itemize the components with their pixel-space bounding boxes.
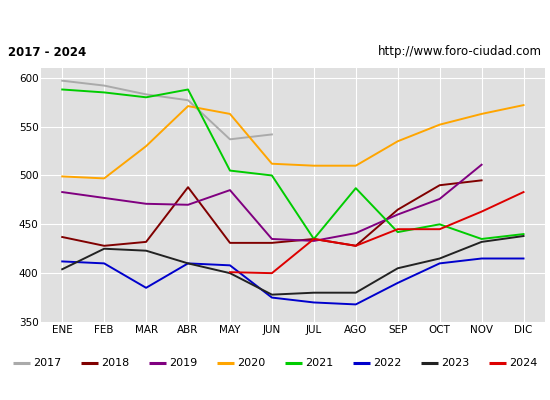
Text: 2024: 2024: [509, 358, 537, 368]
Text: http://www.foro-ciudad.com: http://www.foro-ciudad.com: [378, 46, 542, 58]
Text: Evolucion del paro registrado en El Tiemblo: Evolucion del paro registrado en El Tiem…: [108, 12, 442, 26]
Text: 2017: 2017: [32, 358, 61, 368]
Text: 2017 - 2024: 2017 - 2024: [8, 46, 86, 58]
Text: 2020: 2020: [237, 358, 265, 368]
Text: 2019: 2019: [169, 358, 197, 368]
Text: 2021: 2021: [305, 358, 333, 368]
Text: 2022: 2022: [373, 358, 402, 368]
Text: 2018: 2018: [101, 358, 129, 368]
Text: 2023: 2023: [441, 358, 469, 368]
